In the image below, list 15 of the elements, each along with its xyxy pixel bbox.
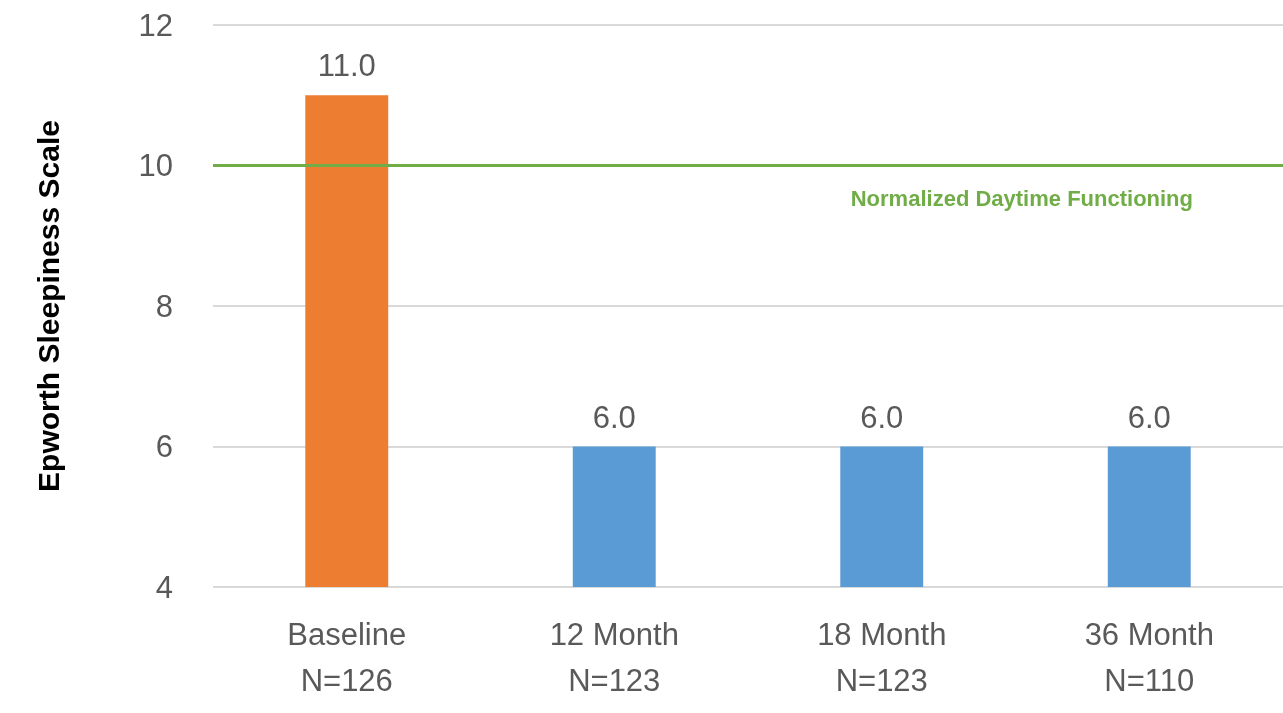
x-tick-label: 12 Month N=123 [549, 616, 679, 698]
x-tick-label: 36 Month N=110 [1084, 616, 1214, 698]
y-tick-label: 8 [155, 288, 173, 324]
x-tick-label: Baseline N=126 [287, 616, 407, 698]
y-tick-label: 4 [155, 569, 173, 605]
y-axis-title: Epworth Sleepiness Scale [31, 120, 65, 492]
y-tick-label: 12 [138, 7, 173, 43]
data-label: 6.0 [592, 399, 636, 435]
data-label: 6.0 [1127, 399, 1171, 435]
x-tick-label: 18 Month N=123 [817, 616, 947, 698]
data-label: 6.0 [860, 399, 904, 435]
data-label: 11.0 [317, 48, 376, 84]
y-tick-label: 10 [138, 148, 173, 183]
y-tick-label: 6 [155, 429, 173, 464]
ref-line-label: Normalized Daytime Functioning [850, 186, 1193, 211]
